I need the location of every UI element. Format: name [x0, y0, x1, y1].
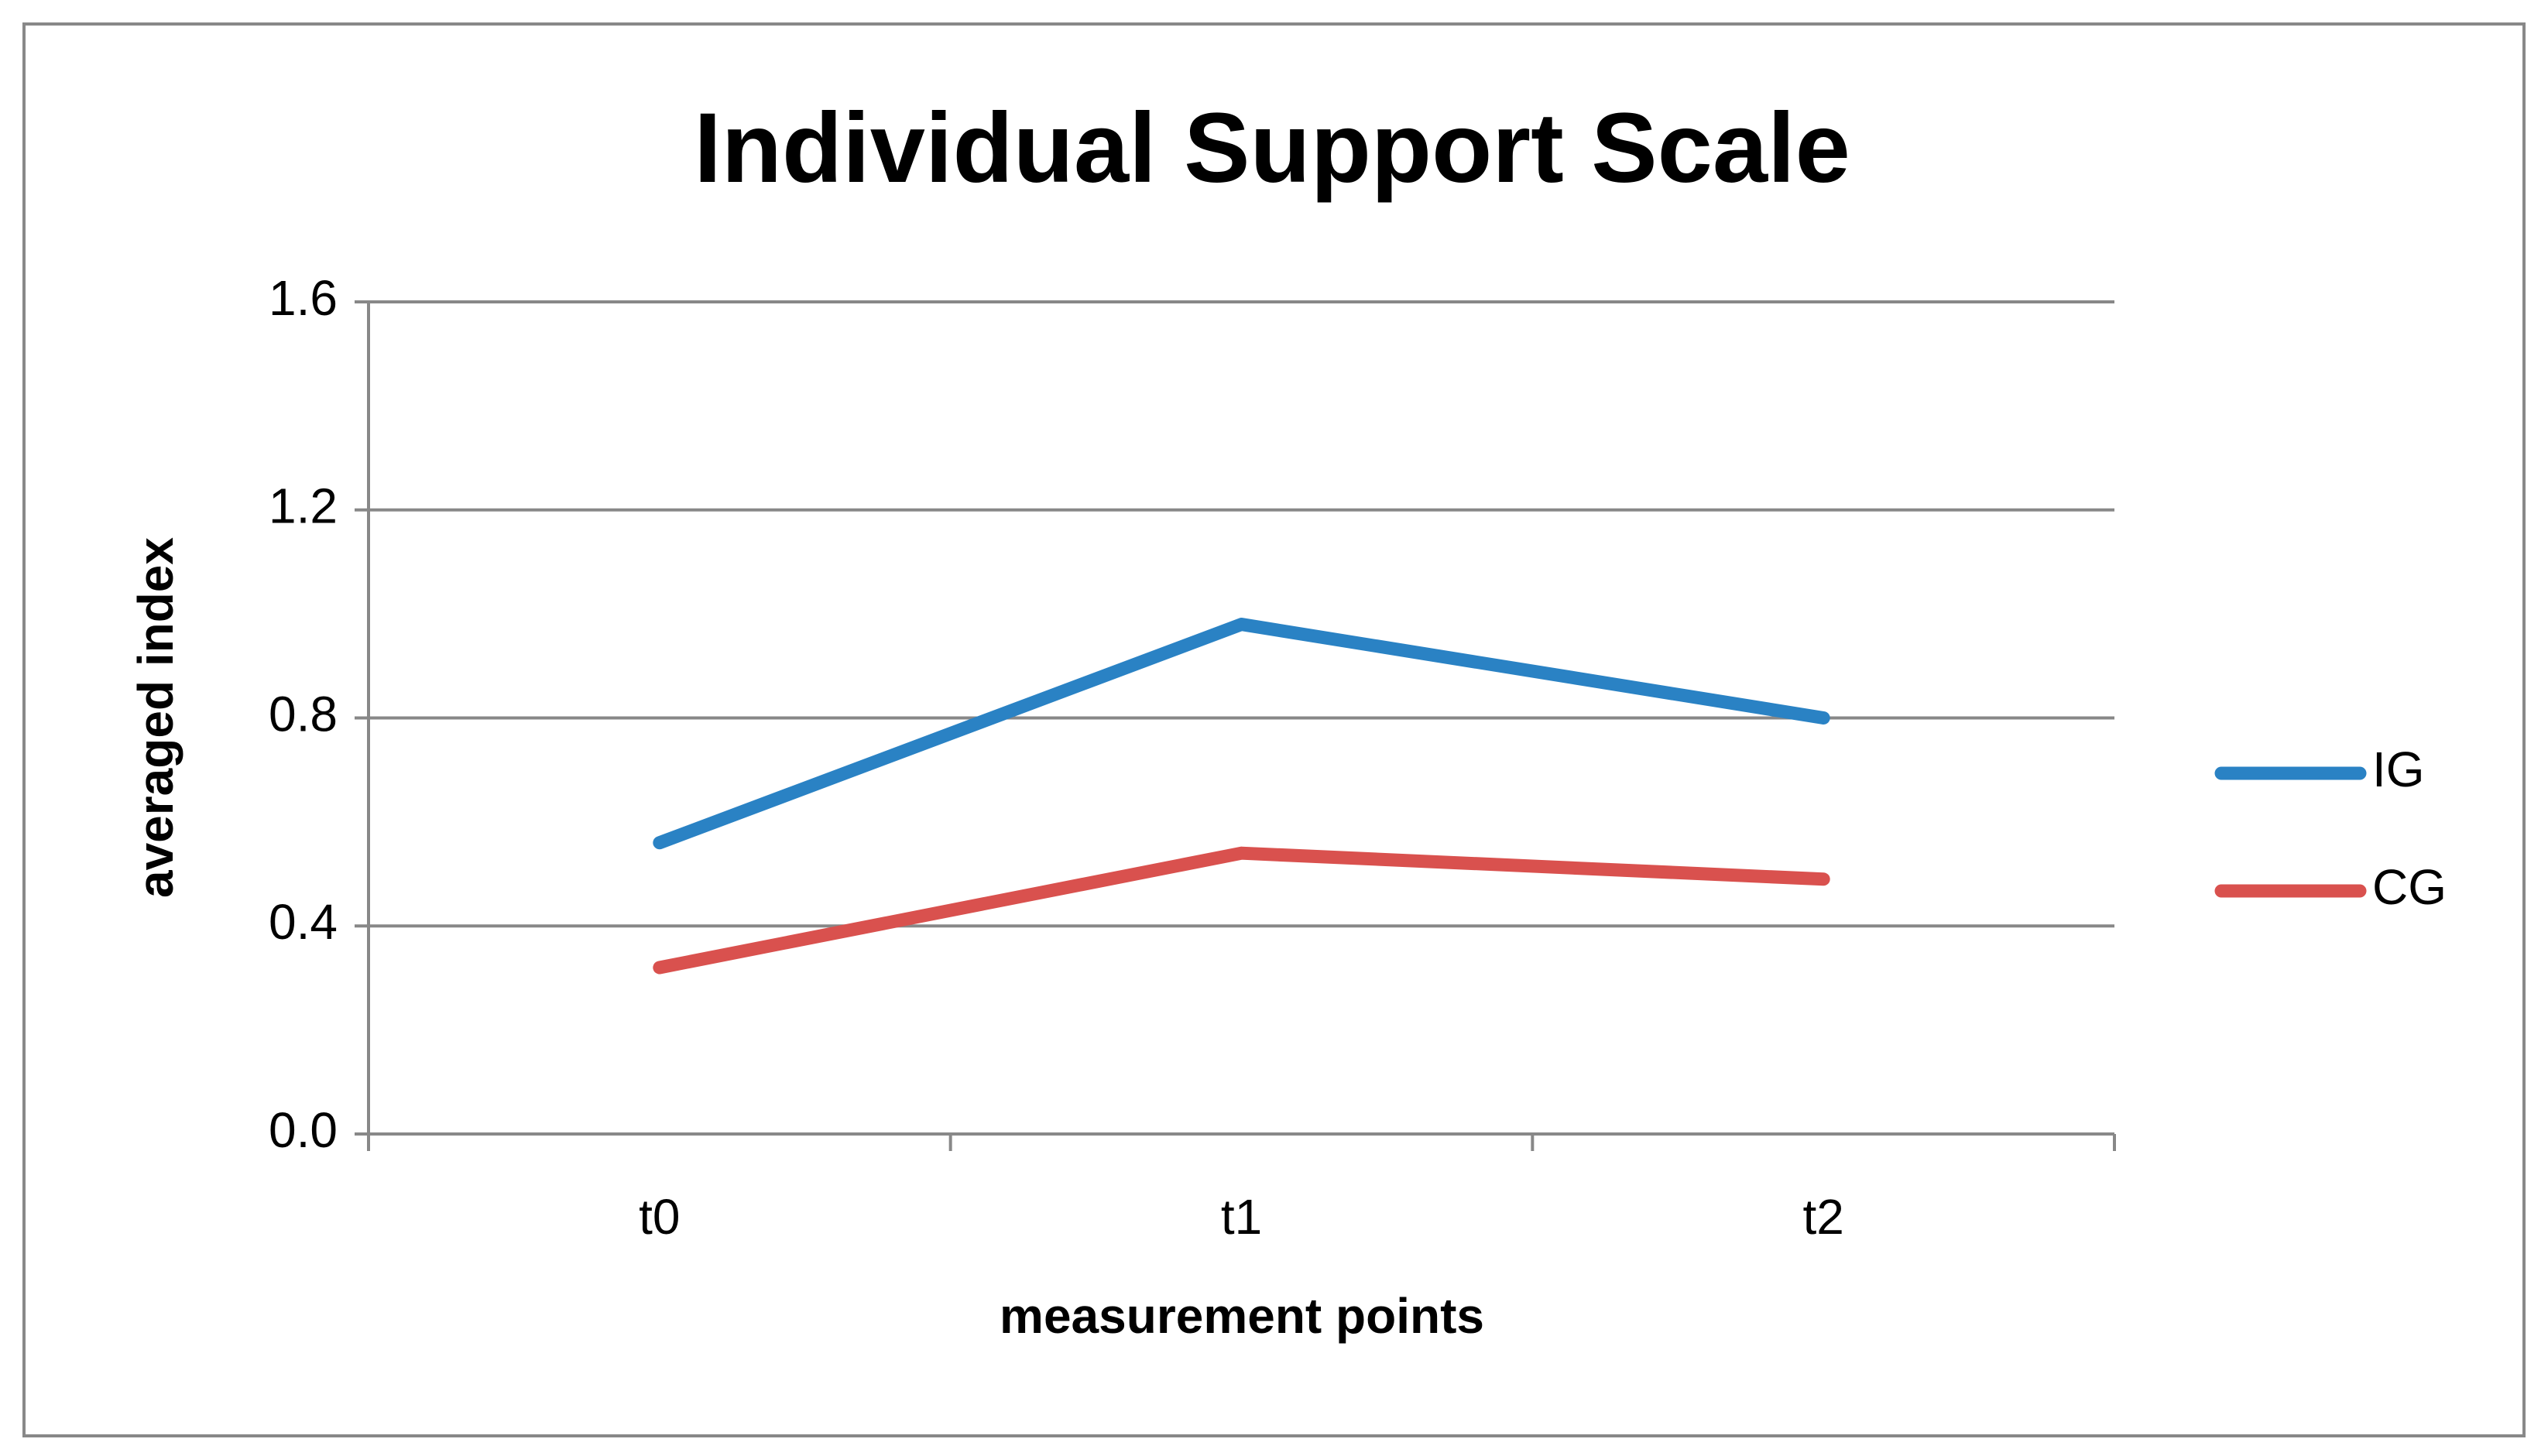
x-tick-label: t0: [639, 1189, 680, 1245]
x-axis-label: measurement points: [1000, 1288, 1484, 1344]
legend-label: IG: [2372, 742, 2425, 797]
data-line: [653, 618, 1830, 850]
y-tick-label: 0.8: [269, 686, 338, 742]
chart-border: [22, 22, 2526, 1437]
data-line: [653, 846, 1830, 975]
y-axis-label: averaged index: [128, 537, 183, 898]
legend-label: CG: [2372, 859, 2447, 915]
y-tick-label: 1.2: [269, 478, 338, 534]
y-tick-label: 0.4: [269, 894, 338, 950]
chart-title: Individual Support Scale: [694, 93, 1850, 204]
x-tick-label: t2: [1802, 1189, 1843, 1245]
y-tick-label: 0.0: [269, 1102, 338, 1158]
x-tick-label: t1: [1221, 1189, 1262, 1245]
y-tick-label: 1.6: [269, 270, 338, 326]
